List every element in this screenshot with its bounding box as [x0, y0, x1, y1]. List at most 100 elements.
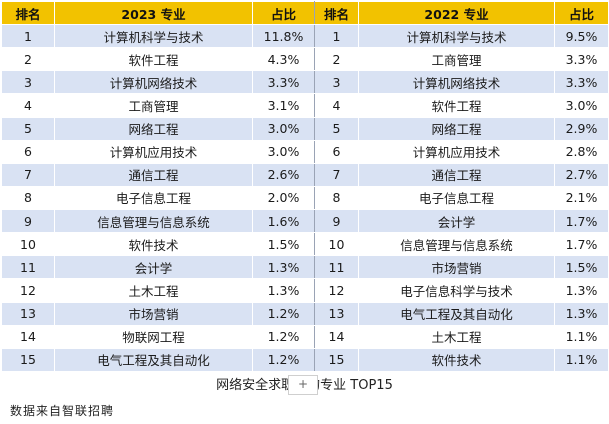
- share-2022-cell: 3.3%: [554, 70, 609, 95]
- share-2023-cell: 1.2%: [252, 301, 315, 326]
- rank-2022-cell: 10: [314, 232, 359, 257]
- share-2023-cell: 11.8%: [252, 23, 315, 49]
- major-2022-cell: 市场营销: [358, 255, 555, 280]
- rank-2022-cell: 8: [314, 185, 359, 211]
- table-row: 6 计算机应用技术 3.0% 6 计算机应用技术 2.8%: [1, 139, 609, 164]
- rank-2023-cell: 15: [1, 347, 55, 373]
- share-2023-cell: 1.6%: [252, 208, 315, 234]
- rank-2022-cell: 9: [314, 208, 359, 234]
- major-2022-cell: 软件技术: [358, 347, 555, 373]
- table-header-row: 排名 2023 专业 占比 排名 2022 专业 占比: [1, 1, 609, 25]
- caption-edit-handle[interactable]: +: [288, 375, 318, 395]
- share-2023-cell: 3.3%: [252, 70, 315, 95]
- rank-2023-cell: 4: [1, 93, 55, 118]
- rank-2022-cell: 15: [314, 347, 359, 373]
- share-2022-cell: 2.1%: [554, 185, 609, 211]
- rank-2022-cell: 14: [314, 324, 359, 349]
- table-body: 1 计算机科学与技术 11.8% 1 计算机科学与技术 9.5% 2 软件工程 4.3% 2 工商管…: [1, 23, 609, 373]
- ranking-table: 排名 2023 专业 占比 排名 2022 专业 占比 1 计算机科学与技术 11.…: [1, 1, 609, 373]
- table-row: 7 通信工程 2.6% 7 通信工程 2.7%: [1, 162, 609, 187]
- major-2022-cell: 电子信息科学与技术: [358, 278, 555, 303]
- major-2023-cell: 计算机应用技术: [54, 139, 253, 164]
- share-2022-cell: 3.3%: [554, 47, 609, 72]
- share-2023-cell: 3.0%: [252, 116, 315, 141]
- rank-2023-cell: 3: [1, 70, 55, 95]
- table-row: 11 会计学 1.3% 11 市场营销 1.5%: [1, 255, 609, 280]
- share-2022-cell: 1.1%: [554, 324, 609, 349]
- header-major-2022: 2022 专业: [358, 1, 555, 25]
- major-2022-cell: 网络工程: [358, 116, 555, 141]
- major-2023-cell: 通信工程: [54, 162, 253, 187]
- share-2022-cell: 1.3%: [554, 278, 609, 303]
- rank-2023-cell: 9: [1, 208, 55, 234]
- rank-2023-cell: 2: [1, 47, 55, 72]
- rank-2022-cell: 7: [314, 162, 359, 187]
- rank-2023-cell: 1: [1, 23, 55, 49]
- rank-2023-cell: 6: [1, 139, 55, 164]
- source-note: 数据来自智联招聘: [10, 404, 115, 418]
- rank-2022-cell: 1: [314, 23, 359, 49]
- major-2023-cell: 计算机科学与技术: [54, 23, 253, 49]
- table-row: 3 计算机网络技术 3.3% 3 计算机网络技术 3.3%: [1, 70, 609, 95]
- table-row: 4 工商管理 3.1% 4 软件工程 3.0%: [1, 93, 609, 118]
- major-2023-cell: 网络工程: [54, 116, 253, 141]
- major-2023-cell: 软件技术: [54, 232, 253, 257]
- major-2022-cell: 信息管理与信息系统: [358, 232, 555, 257]
- rank-2023-cell: 13: [1, 301, 55, 326]
- table-row: 12 土木工程 1.3% 12 电子信息科学与技术 1.3%: [1, 278, 609, 303]
- major-2023-cell: 软件工程: [54, 47, 253, 72]
- share-2022-cell: 1.7%: [554, 232, 609, 257]
- major-2023-cell: 电子信息工程: [54, 185, 253, 211]
- rank-2022-cell: 4: [314, 93, 359, 118]
- rank-2023-cell: 14: [1, 324, 55, 349]
- major-2023-cell: 信息管理与信息系统: [54, 208, 253, 234]
- header-share-2022: 占比: [554, 1, 609, 25]
- major-2022-cell: 计算机应用技术: [358, 139, 555, 164]
- table-row: 9 信息管理与信息系统 1.6% 9 会计学 1.7%: [1, 208, 609, 234]
- major-2022-cell: 通信工程: [358, 162, 555, 187]
- table-row: 10 软件技术 1.5% 10 信息管理与信息系统 1.7%: [1, 232, 609, 257]
- table-row: 5 网络工程 3.0% 5 网络工程 2.9%: [1, 116, 609, 141]
- share-2022-cell: 2.8%: [554, 139, 609, 164]
- share-2022-cell: 2.9%: [554, 116, 609, 141]
- header-major-2023: 2023 专业: [54, 1, 253, 25]
- rank-2022-cell: 3: [314, 70, 359, 95]
- share-2023-cell: 2.6%: [252, 162, 315, 187]
- header-share-2023: 占比: [252, 1, 315, 25]
- table-row: 15 电气工程及其自动化 1.2% 15 软件技术 1.1%: [1, 347, 609, 373]
- table-row: 14 物联网工程 1.2% 14 土木工程 1.1%: [1, 324, 609, 349]
- share-2023-cell: 1.5%: [252, 232, 315, 257]
- share-2023-cell: 1.2%: [252, 324, 315, 349]
- major-2023-cell: 计算机网络技术: [54, 70, 253, 95]
- rank-2023-cell: 5: [1, 116, 55, 141]
- rank-2023-cell: 8: [1, 185, 55, 211]
- share-2023-cell: 4.3%: [252, 47, 315, 72]
- major-2023-cell: 会计学: [54, 255, 253, 280]
- major-2022-cell: 电子信息工程: [358, 185, 555, 211]
- rank-2023-cell: 11: [1, 255, 55, 280]
- table-row: 8 电子信息工程 2.0% 8 电子信息工程 2.1%: [1, 185, 609, 211]
- rank-2022-cell: 5: [314, 116, 359, 141]
- share-2023-cell: 3.0%: [252, 139, 315, 164]
- rank-2022-cell: 12: [314, 278, 359, 303]
- major-2022-cell: 计算机科学与技术: [358, 23, 555, 49]
- major-2023-cell: 工商管理: [54, 93, 253, 118]
- header-rank-2023: 排名: [1, 1, 55, 25]
- major-2022-cell: 工商管理: [358, 47, 555, 72]
- share-2022-cell: 3.0%: [554, 93, 609, 118]
- share-2022-cell: 9.5%: [554, 23, 609, 49]
- share-2023-cell: 1.3%: [252, 278, 315, 303]
- major-2023-cell: 物联网工程: [54, 324, 253, 349]
- share-2022-cell: 1.3%: [554, 301, 609, 326]
- table-row: 13 市场营销 1.2% 13 电气工程及其自动化 1.3%: [1, 301, 609, 326]
- rank-2022-cell: 2: [314, 47, 359, 72]
- share-2023-cell: 2.0%: [252, 185, 315, 211]
- major-2022-cell: 计算机网络技术: [358, 70, 555, 95]
- header-rank-2022: 排名: [314, 1, 359, 25]
- major-2022-cell: 会计学: [358, 208, 555, 234]
- share-2023-cell: 1.2%: [252, 347, 315, 373]
- rank-2023-cell: 10: [1, 232, 55, 257]
- major-2022-cell: 电气工程及其自动化: [358, 301, 555, 326]
- share-2023-cell: 3.1%: [252, 93, 315, 118]
- share-2022-cell: 1.7%: [554, 208, 609, 234]
